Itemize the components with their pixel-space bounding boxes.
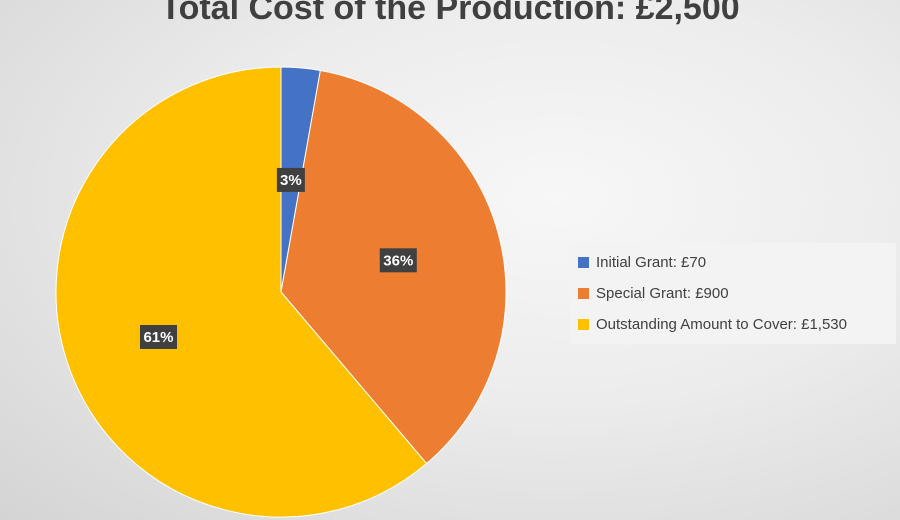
data-label-text: 3%: [280, 172, 302, 189]
data-label-box: [379, 248, 417, 273]
data-label-text: 61%: [143, 329, 173, 346]
data-label-text: 36%: [383, 252, 413, 269]
legend-swatch-special-grant: [578, 288, 589, 299]
data-label-box: [276, 167, 305, 192]
legend-label: Outstanding Amount to Cover: £1,530: [596, 316, 847, 333]
data-label-outstanding-amount: 61%: [139, 324, 177, 349]
legend-label: Initial Grant: £70: [596, 254, 707, 271]
data-label-box: [139, 324, 177, 349]
legend-item-initial-grant: Initial Grant: £70: [578, 247, 896, 278]
data-label-initial-grant: 3%: [276, 167, 305, 192]
pie-slice-outstanding-amount: [55, 66, 428, 518]
legend-item-outstanding-amount: Outstanding Amount to Cover: £1,530: [578, 309, 896, 340]
legend-swatch-outstanding-amount: [578, 319, 589, 330]
legend-label: Special Grant: £900: [596, 285, 729, 302]
legend-swatch-initial-grant: [578, 257, 589, 268]
legend-item-special-grant: Special Grant: £900: [578, 278, 896, 309]
data-label-special-grant: 36%: [379, 248, 417, 273]
chart-legend: Initial Grant: £70 Special Grant: £900 O…: [570, 243, 896, 344]
chart-title: Total Cost of the Production: £2,500: [160, 0, 740, 27]
